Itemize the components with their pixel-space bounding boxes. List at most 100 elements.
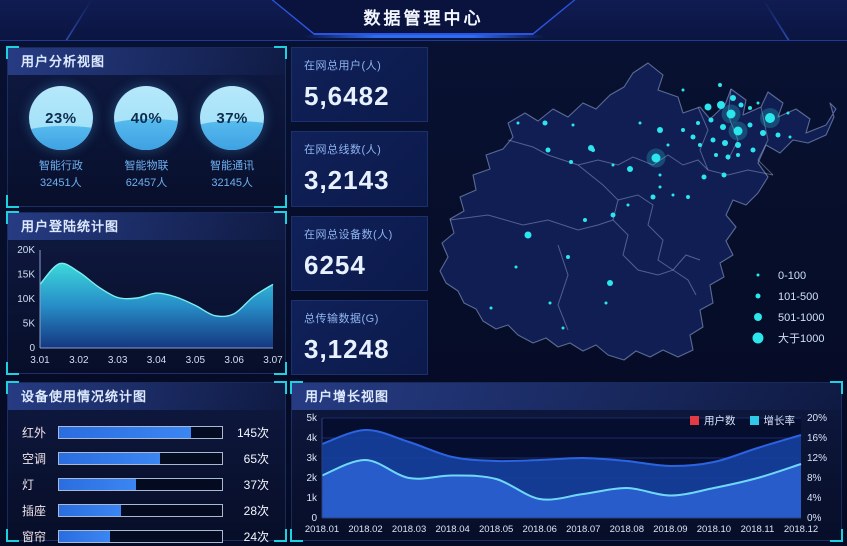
growth-x-tick: 2018.11 <box>741 524 775 535</box>
growth-x-tick: 2018.05 <box>479 524 513 535</box>
map-point <box>726 109 736 119</box>
kpi-card-total-lines: 在网总线数(人) 3,2143 <box>291 131 428 207</box>
map-legend-dot <box>752 332 764 344</box>
map-legend-label: 101-500 <box>778 291 818 303</box>
device-bar-track <box>58 426 223 439</box>
map-point <box>788 135 792 139</box>
growth-chart-legend: 用户数 增长率 <box>690 413 795 428</box>
map-point <box>738 102 744 108</box>
gauge-count: 32145人 <box>211 177 253 190</box>
map-outline <box>439 62 837 361</box>
device-name: 红外 <box>22 426 47 440</box>
map-region-border <box>672 254 701 271</box>
login-y-tick: 20K <box>17 245 35 256</box>
map-point <box>610 212 616 218</box>
map-point <box>516 121 520 125</box>
map-point <box>747 122 753 128</box>
gauge-name: 智能行政 <box>38 160 83 172</box>
map-point <box>701 174 707 180</box>
map-legend-dot <box>756 273 760 277</box>
map-point <box>583 218 587 222</box>
legend-swatch <box>690 416 699 425</box>
map-point <box>542 120 548 126</box>
login-area <box>40 263 273 348</box>
map-point <box>748 106 752 110</box>
kpi-label: 在网总线数(人) <box>304 144 382 157</box>
login-y-tick: 0 <box>29 343 35 354</box>
map-point <box>545 147 551 153</box>
map-point <box>725 154 731 160</box>
device-bar-row: 空调 65次 <box>22 450 269 467</box>
growth-x-tick: 2018.02 <box>348 524 382 535</box>
login-x-tick: 3.05 <box>186 355 206 366</box>
map-point <box>681 88 685 92</box>
map-point <box>717 101 725 109</box>
map-point <box>489 306 493 310</box>
panel-login-stats: 用户登陆统计图 0 5K 10K 15K 20K 3.01 3.02 3.03 3.04 3.05… <box>6 211 287 375</box>
legend-item-growth-rate[interactable]: 增长率 <box>749 413 795 428</box>
login-y-tick: 15K <box>17 270 35 281</box>
device-name: 空调 <box>22 452 47 466</box>
kpi-card-total-users: 在网总用户(人) 5,6482 <box>291 47 428 123</box>
map-point <box>710 137 716 143</box>
device-name: 窗帘 <box>22 530 47 544</box>
page-title: 数据管理中心 <box>363 9 484 28</box>
panel-device-usage: 设备使用情况统计图 红外 145次 空调 65次灯 37次 插座 28次 窗帘 24次 <box>6 381 287 544</box>
map-point <box>651 153 661 163</box>
login-x-tick: 3.06 <box>224 355 244 366</box>
map-point <box>548 301 552 305</box>
growth-left-tick: 4k <box>306 433 318 444</box>
map-point <box>591 148 595 152</box>
panel-user-analysis: 用户分析视图 23% 智能行政 32451人 40% 智能物联 62457人 <box>6 46 287 208</box>
kpi-value: 3,2143 <box>304 165 390 196</box>
map-legend-label: 大于1000 <box>778 331 824 345</box>
header-accent-right <box>762 0 790 40</box>
gauge-admin: 23% 智能行政 32451人 <box>21 86 101 192</box>
kpi-card-total-devices: 在网总设备数(人) 6254 <box>291 215 428 291</box>
map-legend-label: 0-100 <box>778 270 806 282</box>
map-region-border <box>697 106 709 171</box>
growth-rate-area <box>322 459 801 518</box>
growth-left-tick: 0 <box>311 513 317 524</box>
map-legend-label: 501-1000 <box>778 312 825 324</box>
map-point <box>736 153 740 157</box>
map-point <box>720 124 726 130</box>
map-point <box>760 130 766 136</box>
device-name: 插座 <box>22 504 47 518</box>
login-area-chart: 0 5K 10K 15K 20K 3.01 3.02 3.03 3.04 3.05 3.06 3.07 <box>8 240 285 373</box>
login-y-tick: 10K <box>17 294 35 305</box>
kpi-value: 6254 <box>304 249 366 280</box>
map-point <box>696 121 700 125</box>
kpi-value: 5,6482 <box>304 81 390 111</box>
growth-x-tick: 2018.04 <box>435 524 469 535</box>
growth-right-tick: 8% <box>807 473 822 484</box>
liquid-gauge: 40% <box>114 86 179 150</box>
device-name: 灯 <box>22 478 35 492</box>
gauge-percent: 37% <box>216 109 248 127</box>
legend-swatch <box>749 416 759 425</box>
device-bar-track <box>58 530 223 543</box>
panel-user-growth: 用户增长视图 0 0% 1k 4% 2k 8% 3k 12% 4k 16% 5k 20% 2018.01… <box>290 381 843 542</box>
map-region-border <box>449 214 639 271</box>
map-point <box>658 173 662 177</box>
growth-x-tick: 2018.07 <box>566 524 600 535</box>
login-x-tick: 3.04 <box>147 355 167 366</box>
panel-title-device-usage: 设备使用情况统计图 <box>8 383 285 410</box>
growth-area-chart: 0 0% 1k 4% 2k 8% 3k 12% 4k 16% 5k 20% 2018.01 2018.02… <box>292 410 841 541</box>
kpi-label: 在网总设备数(人) <box>304 228 393 241</box>
device-bar-track <box>58 504 223 517</box>
map-point <box>650 194 656 200</box>
map-region-border <box>507 139 619 221</box>
map-point <box>714 153 718 157</box>
device-bar-fill <box>59 453 161 464</box>
map-region-border <box>637 269 697 296</box>
map-point <box>514 265 518 269</box>
growth-right-tick: 0% <box>807 513 822 524</box>
gauge-name: 智能物联 <box>124 160 169 172</box>
growth-right-tick: 4% <box>807 493 822 504</box>
legend-item-users[interactable]: 用户数 <box>690 413 736 428</box>
map-point <box>566 255 570 259</box>
login-x-tick: 3.07 <box>263 355 283 366</box>
device-value: 28次 <box>243 504 269 518</box>
gauge-count: 62457人 <box>125 177 168 190</box>
